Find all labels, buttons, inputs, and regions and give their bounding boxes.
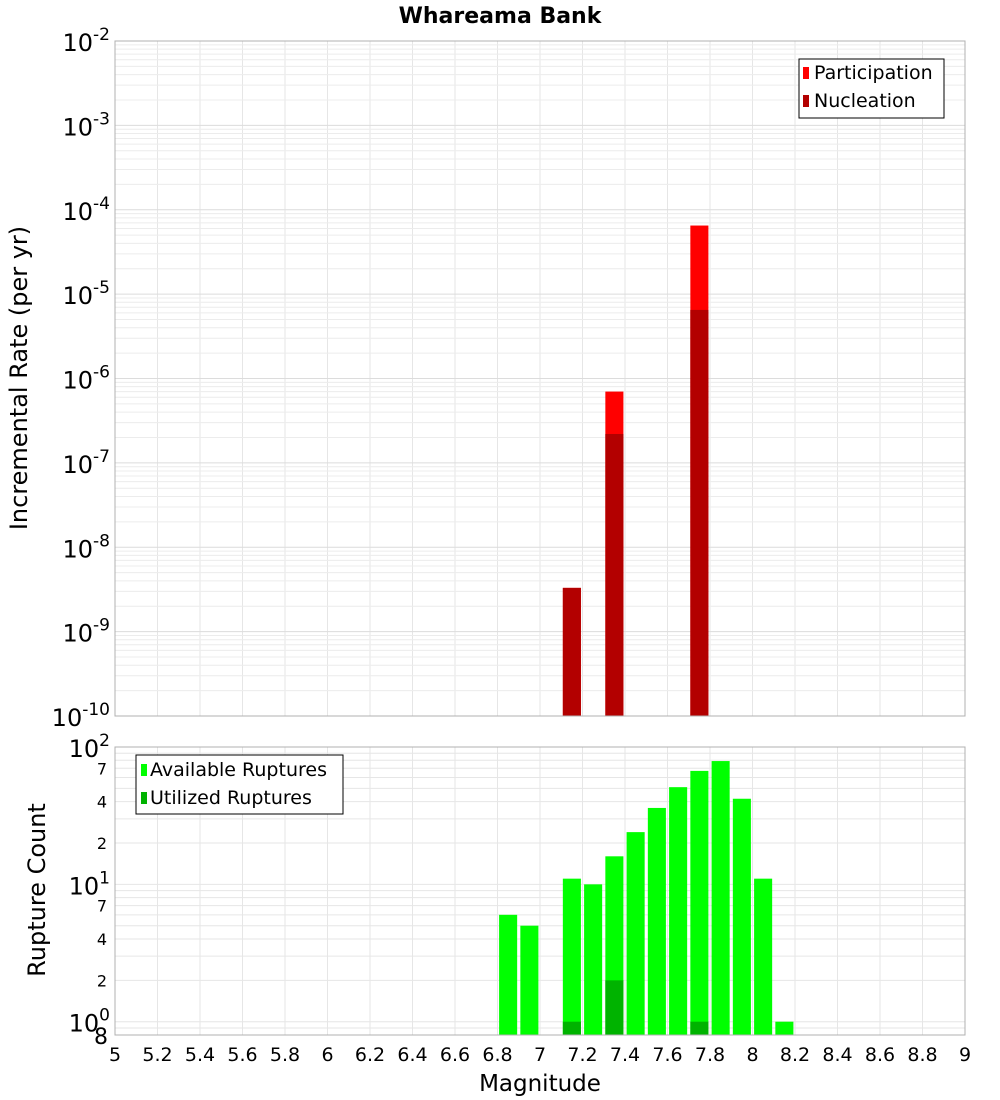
top-y-tick-label: 10-8	[63, 531, 111, 563]
top-y-tick-label: 10-6	[63, 363, 111, 395]
available-ruptures-bar	[584, 884, 603, 1035]
available-ruptures-bar	[732, 798, 751, 1035]
top-legend-label: Nucleation	[814, 90, 916, 112]
bottom-legend-label: Utilized Ruptures	[150, 787, 312, 809]
top-legend: Participation Nucleation	[798, 58, 945, 119]
x-axis-label: Magnitude	[479, 1071, 601, 1097]
nucleation-bar	[562, 587, 581, 716]
bottom-plot-frame	[114, 746, 966, 1036]
available-ruptures-bar	[647, 807, 666, 1035]
top-legend-box	[798, 58, 945, 119]
available-ruptures-bar	[520, 925, 539, 1035]
bottom-y-tick-label: 7	[97, 759, 107, 778]
top-y-tick-label: 10-2	[63, 25, 111, 57]
x-tick-label: 7.4	[610, 1044, 640, 1066]
bottom-y-tick-label: 2	[97, 971, 107, 990]
x-tick-label: 8.4	[822, 1044, 852, 1066]
x-tick-label: 7.2	[567, 1044, 597, 1066]
available-ruptures-bar	[775, 1021, 794, 1035]
bottom-legend-box	[135, 754, 344, 815]
x-tick-label: 5.6	[227, 1044, 257, 1066]
x-tick-label: 7	[534, 1044, 546, 1066]
x-tick-label: 5.2	[142, 1044, 172, 1066]
top-legend-swatch	[803, 67, 809, 79]
top-legend-swatch	[803, 95, 809, 107]
utilized-ruptures-bar	[690, 1021, 709, 1035]
available-ruptures-bar	[669, 787, 688, 1035]
top-y-tick-label: 10-7	[63, 447, 111, 479]
bottom-legend-swatch	[141, 764, 147, 776]
top-y-tick-label: 10-10	[52, 700, 110, 732]
available-ruptures-bar	[754, 878, 773, 1035]
x-tick-label: 8.2	[780, 1044, 810, 1066]
available-ruptures-bar	[711, 761, 730, 1035]
x-tick-label: 5	[109, 1044, 121, 1066]
nucleation-bar	[605, 433, 624, 716]
top-grid	[114, 41, 966, 717]
x-tick-label: 6.2	[355, 1044, 385, 1066]
bottom-y-axis-label: Rupture Count	[23, 803, 51, 977]
x-tick-label: 7.8	[695, 1044, 725, 1066]
x-tick-label: 7.6	[652, 1044, 682, 1066]
utilized-ruptures-bar	[605, 980, 624, 1035]
top-plot-frame	[114, 40, 966, 717]
x-tick-label: 6.6	[440, 1044, 470, 1066]
top-y-tick-label: 10-3	[63, 109, 111, 141]
nucleation-bar	[690, 309, 709, 716]
bottom-legend-label: Available Ruptures	[150, 759, 327, 781]
top-plot: 10-10 10-9 10-8 10-7 10-6 10-5 10-4 10-3 10-2 Par…	[52, 25, 966, 732]
top-y-tick-label: 10-5	[63, 278, 111, 310]
x-tick-label: 5.8	[270, 1044, 300, 1066]
available-ruptures-bar	[562, 878, 581, 1035]
top-y-axis-label: Incremental Rate (per yr)	[5, 226, 33, 530]
chart-title: Whareama Bank	[399, 4, 603, 29]
bottom-y-tick-label: 8	[94, 1025, 108, 1050]
bottom-y-tick-label: 100	[69, 1006, 110, 1038]
x-tick-label: 9	[959, 1044, 971, 1066]
top-y-tick-label: 10-4	[63, 194, 111, 226]
x-tick-label: 6	[321, 1044, 333, 1066]
bottom-legend: Available Ruptures Utilized Ruptures	[135, 754, 344, 815]
available-ruptures-bar	[626, 832, 645, 1035]
utilized-ruptures-bar	[562, 1021, 581, 1035]
x-tick-label: 8.8	[907, 1044, 937, 1066]
x-tick-label: 6.4	[397, 1044, 427, 1066]
bottom-legend-swatch	[141, 792, 147, 804]
x-tick-label: 8	[746, 1044, 758, 1066]
top-legend-label: Participation	[814, 62, 933, 84]
x-tick-label: 5.4	[185, 1044, 215, 1066]
bottom-y-tick-label: 4	[97, 793, 107, 812]
top-y-tick-label: 10-9	[63, 616, 111, 648]
x-tick-label: 8.6	[865, 1044, 895, 1066]
bottom-y-tick-label: 7	[97, 897, 107, 916]
bottom-y-tick-label: 101	[69, 868, 110, 900]
x-tick-label: 6.8	[482, 1044, 512, 1066]
bottom-y-tick-label: 102	[69, 731, 110, 763]
available-ruptures-bar	[499, 914, 518, 1035]
bottom-y-tick-label: 4	[97, 930, 107, 949]
bottom-y-tick-label: 2	[97, 834, 107, 853]
available-ruptures-bar	[690, 770, 709, 1035]
